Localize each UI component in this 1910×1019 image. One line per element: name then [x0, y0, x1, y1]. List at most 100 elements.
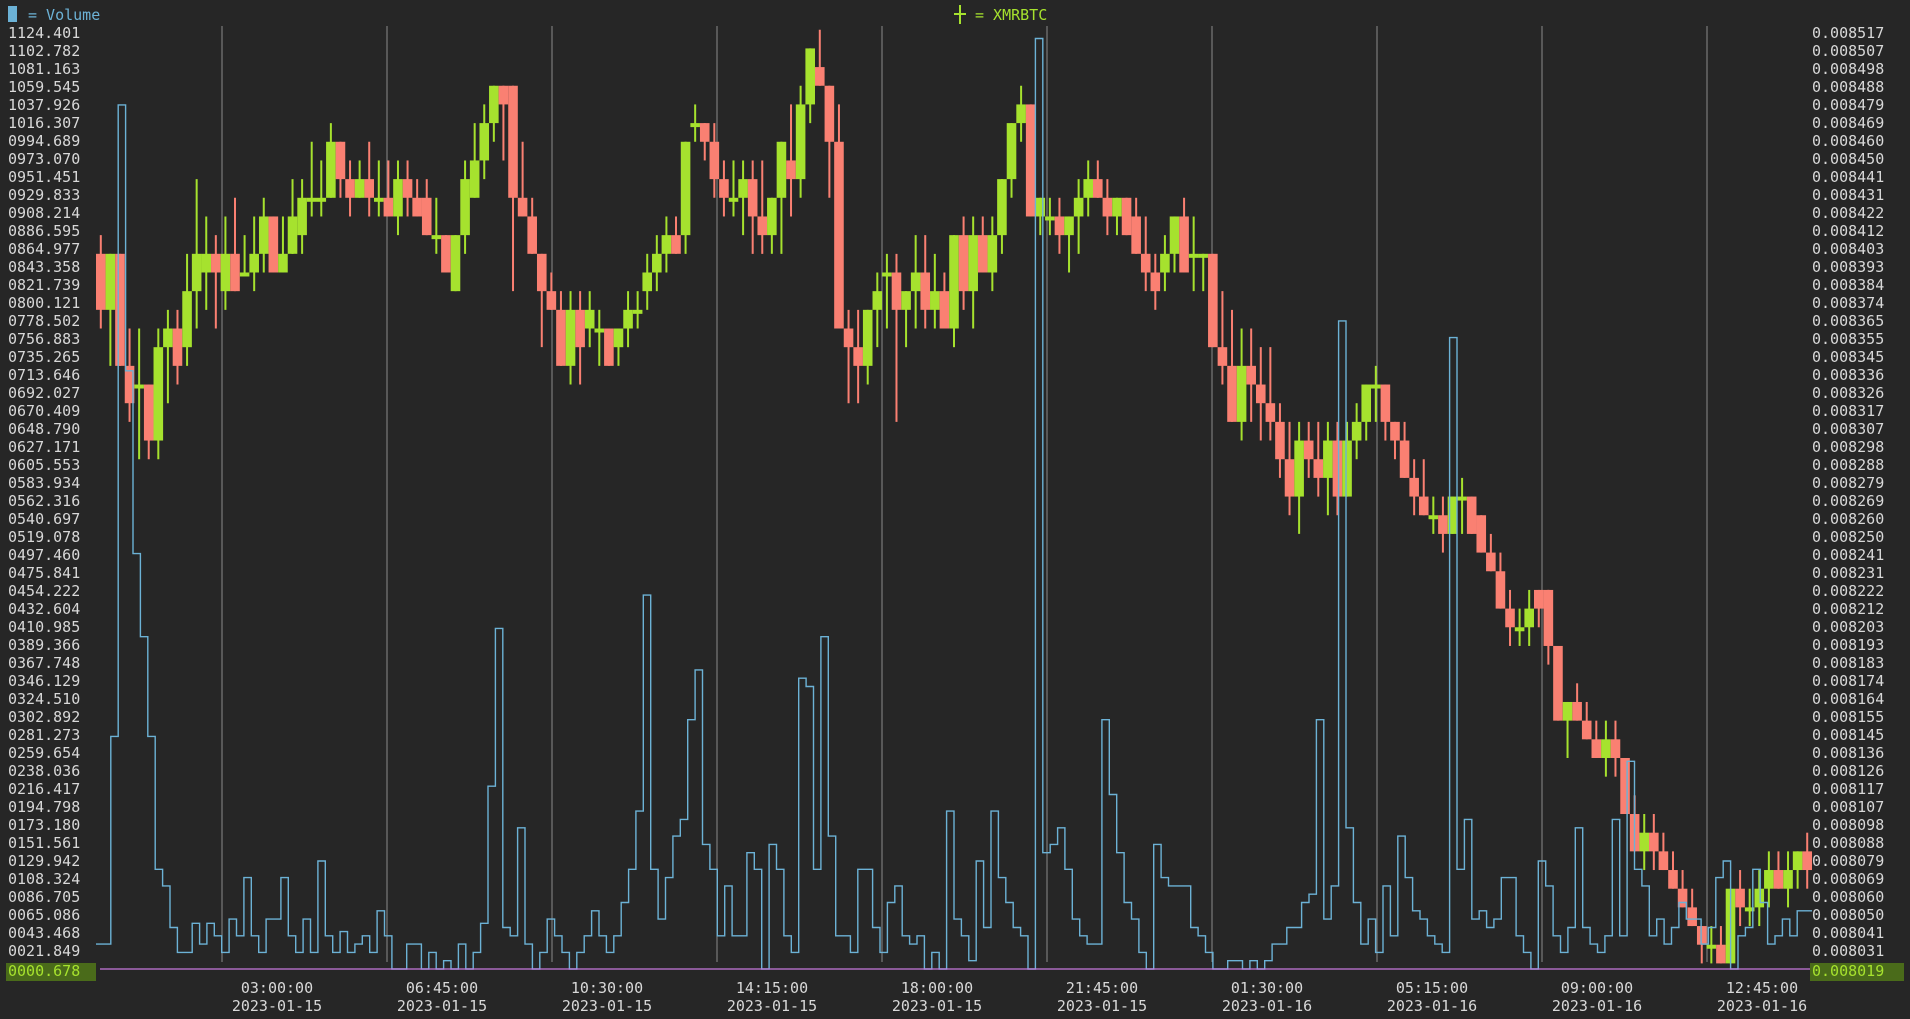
candle-body [1351, 421, 1362, 441]
candle-body [843, 328, 854, 348]
candle-body [211, 253, 221, 273]
candle [1792, 851, 1803, 889]
candle [508, 85, 518, 292]
left-axis-current: 0000.678 [8, 962, 80, 980]
candle [1217, 291, 1228, 385]
candle-body [968, 235, 978, 292]
candle [1457, 477, 1467, 534]
right-axis-current: 0.008019 [1812, 962, 1884, 980]
right-axis-tick: 0.008174 [1812, 672, 1884, 690]
left-axis-tick: 0692.027 [8, 384, 80, 402]
right-axis-tick: 0.008355 [1812, 330, 1884, 348]
candle-body [335, 141, 346, 180]
x-tick-date: 2023-01-15 [892, 997, 982, 1015]
candle-icon [954, 5, 966, 24]
candle-body [220, 253, 231, 292]
candle [949, 235, 959, 348]
candle-body [1802, 851, 1812, 871]
left-axis-tick: 0735.265 [8, 348, 80, 366]
candle-body [1303, 440, 1314, 460]
left-axis-tick: 0864.977 [8, 240, 80, 258]
candle-body [374, 197, 384, 202]
candle-body [172, 328, 183, 366]
candle-body [1380, 384, 1391, 422]
candle-body [1323, 440, 1333, 478]
candle [134, 328, 144, 460]
candle [1303, 421, 1314, 478]
candle [326, 123, 336, 198]
candle-body [1716, 944, 1726, 964]
candle [172, 309, 183, 385]
candle-body [1744, 907, 1755, 912]
candle-body [1783, 870, 1793, 889]
candle-body [1093, 179, 1103, 198]
left-axis-tick: 0151.561 [8, 834, 80, 852]
left-axis-tick: 0108.324 [8, 870, 80, 888]
candle-body [882, 272, 892, 277]
candle-body [134, 384, 144, 389]
right-axis-tick: 0.008479 [1812, 96, 1884, 114]
candle-body [297, 197, 307, 236]
candle [450, 235, 461, 292]
candle-body [1754, 888, 1765, 908]
candle [824, 85, 835, 198]
candle [1438, 496, 1448, 553]
candle-body [191, 253, 202, 292]
candle-body [345, 179, 355, 198]
candle-body [1102, 197, 1113, 217]
right-axis-tick: 0.008212 [1812, 600, 1884, 618]
left-axis-tick: 1059.545 [8, 78, 80, 96]
candle-body [1255, 384, 1266, 404]
right-axis-tick: 0.008126 [1812, 762, 1884, 780]
candle-body [1035, 197, 1046, 217]
candle [479, 104, 490, 180]
candle [1332, 421, 1343, 516]
candle-body [1332, 440, 1343, 497]
candle [1658, 832, 1669, 871]
candle-body [1457, 496, 1467, 501]
candle [1035, 197, 1046, 236]
candle [604, 328, 614, 366]
candle [1543, 589, 1554, 665]
candle-body [1265, 403, 1276, 422]
candle [1121, 197, 1132, 236]
candle-body [949, 235, 959, 329]
candle-body [604, 328, 614, 366]
right-axis-tick: 0.008041 [1812, 924, 1884, 942]
candle [652, 235, 662, 292]
right-axis-tick: 0.008403 [1812, 240, 1884, 258]
candle-body [1505, 608, 1515, 628]
candle [1160, 235, 1170, 292]
candle [709, 123, 720, 198]
right-axis-tick: 0.008107 [1812, 798, 1884, 816]
candle-body [1246, 365, 1256, 385]
candle [1620, 757, 1630, 815]
candle-body [738, 179, 748, 198]
left-axis-tick: 0173.180 [8, 816, 80, 834]
candle [1399, 421, 1410, 478]
candle [930, 253, 940, 329]
candle [1188, 216, 1199, 292]
candle [1294, 421, 1304, 534]
candle [1476, 515, 1487, 553]
candle [862, 309, 873, 385]
candle [575, 291, 585, 385]
candle [287, 179, 298, 254]
candle [1208, 253, 1218, 348]
candle-body [1083, 179, 1094, 198]
candle-body [824, 85, 835, 142]
right-axis-tick: 0.008145 [1812, 726, 1884, 744]
candle-body [786, 160, 796, 180]
candle-body [594, 328, 605, 333]
candle [460, 160, 470, 254]
right-axis-tick: 0.008050 [1812, 906, 1884, 924]
candle [546, 272, 557, 310]
candle [498, 85, 509, 161]
candle-body [1179, 216, 1189, 273]
candle [345, 160, 355, 217]
candle-body [105, 253, 116, 310]
candle [211, 235, 221, 329]
candle-body [901, 291, 911, 310]
candle-body [939, 291, 950, 329]
candle-body [1361, 384, 1372, 422]
